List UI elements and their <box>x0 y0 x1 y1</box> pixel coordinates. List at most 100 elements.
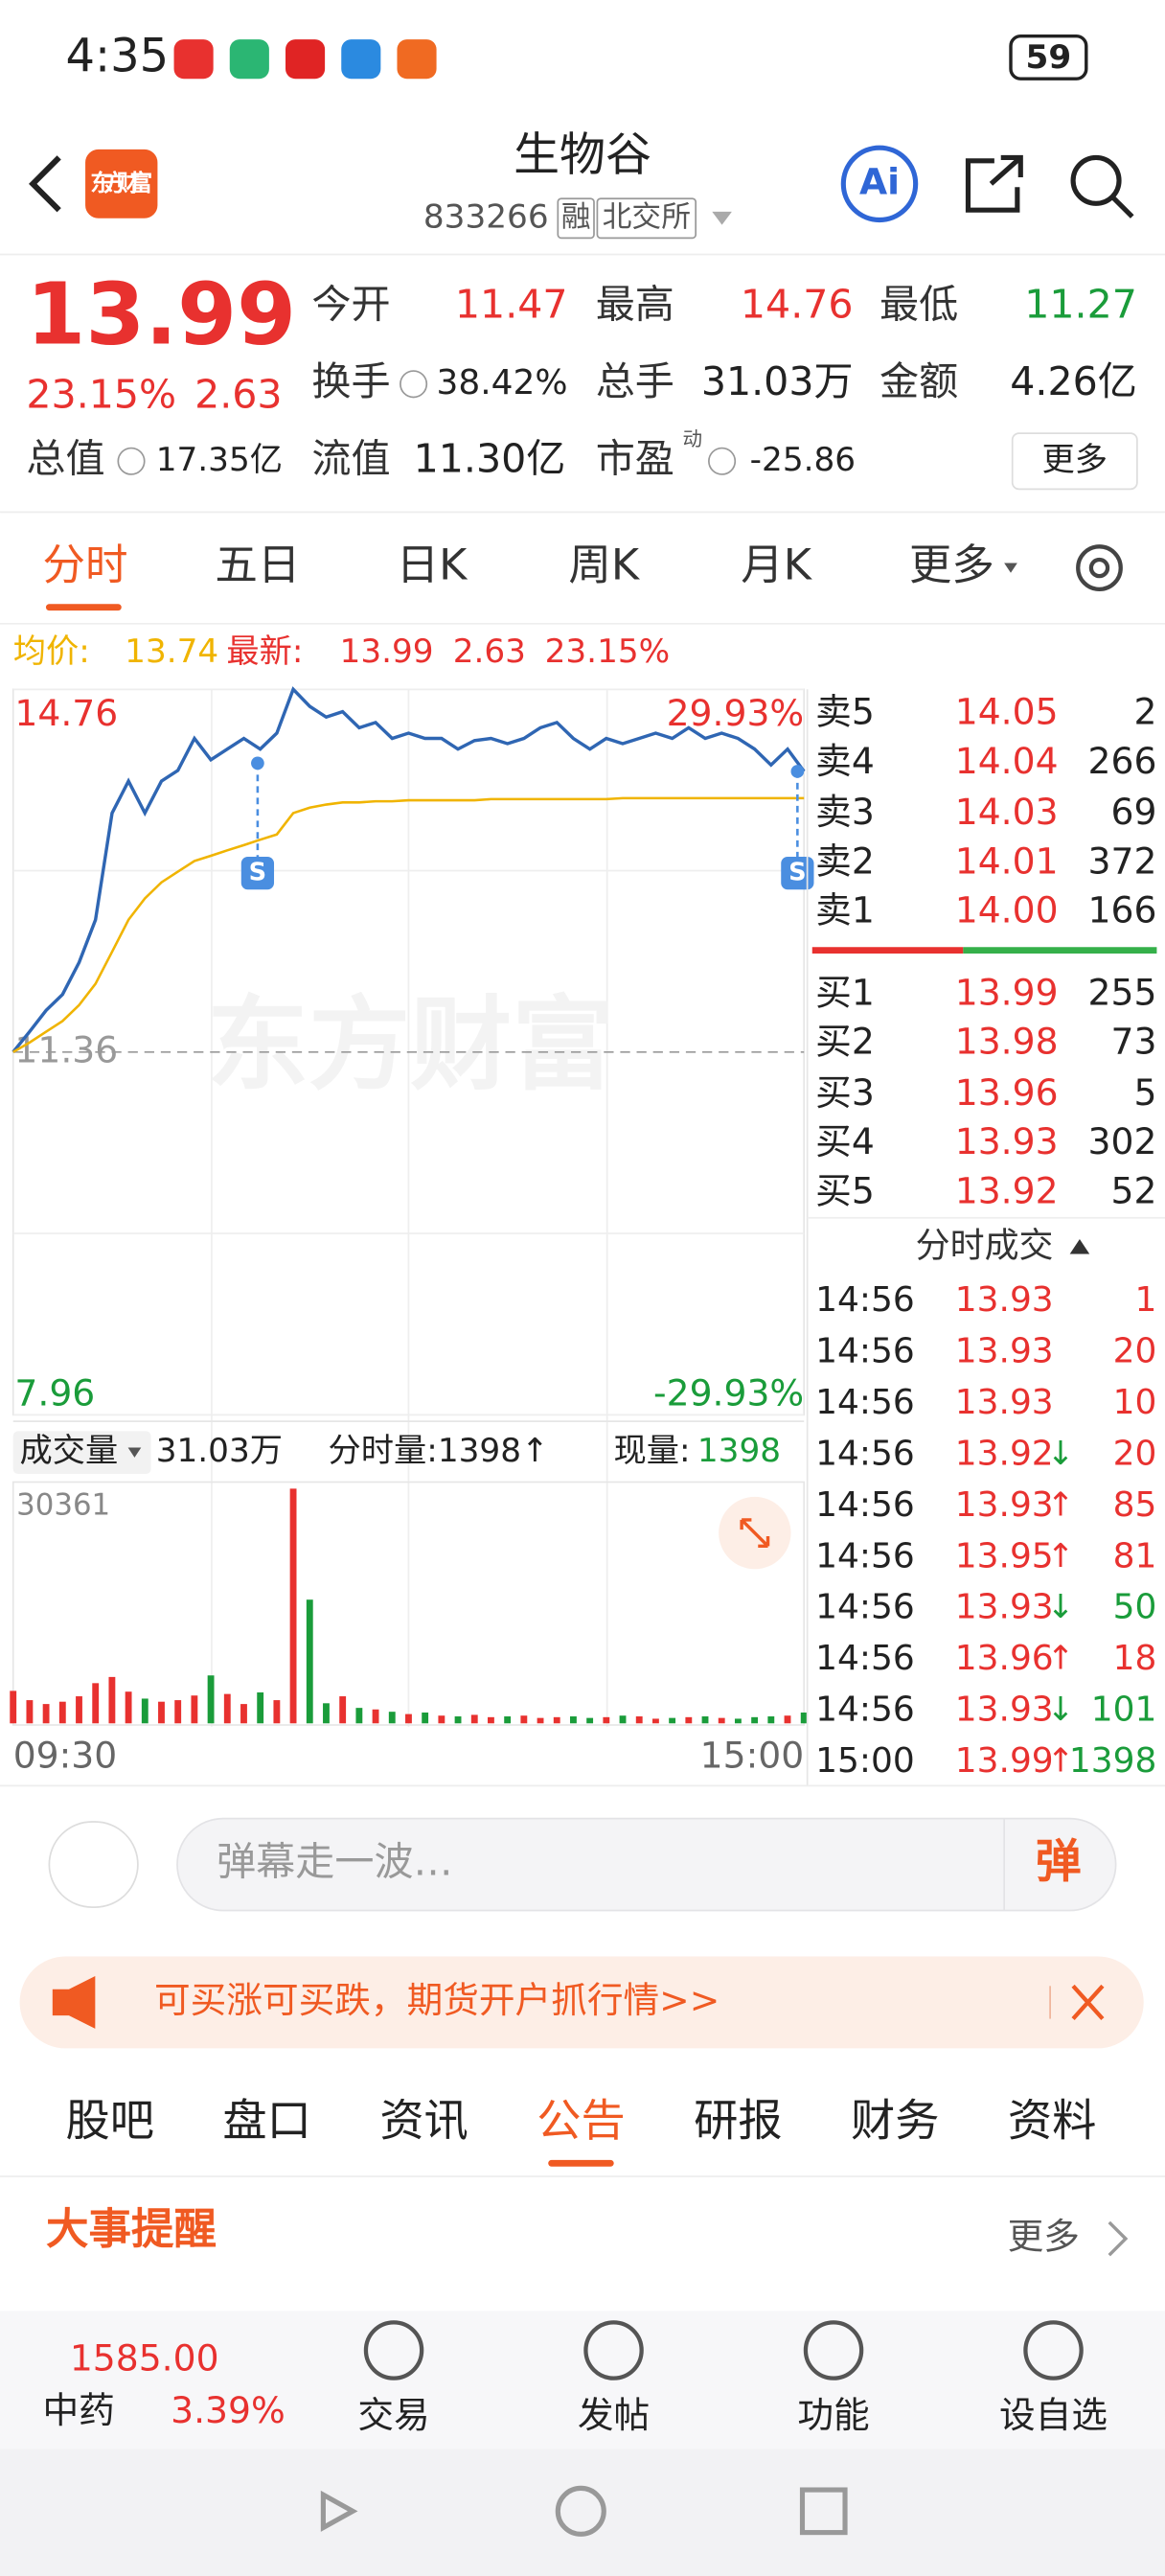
volume-bar <box>174 1700 182 1724</box>
average-line <box>12 796 805 1053</box>
trades-title: 分时成交 <box>916 1227 1054 1266</box>
x-tick-label: 15:00 <box>700 1735 805 1777</box>
more-button[interactable] <box>1011 432 1138 491</box>
nav-back[interactable] <box>320 2490 358 2532</box>
field-label: 金额 <box>879 358 958 404</box>
app-icon <box>341 39 381 80</box>
chart-tab[interactable]: 日K <box>397 541 469 590</box>
signal-badge <box>781 857 814 890</box>
current-volume: 1398 <box>697 1432 781 1470</box>
summary-avg-label: 均价: <box>13 632 90 671</box>
volume-bar <box>553 1716 560 1724</box>
chart-tab[interactable]: 月K <box>741 541 813 590</box>
trade-price: 13.93 <box>955 1485 1054 1525</box>
volume-bar <box>520 1715 528 1724</box>
search-button[interactable] <box>1070 154 1122 206</box>
trades-arrow <box>1069 1239 1090 1254</box>
app-icon <box>229 39 269 80</box>
trade-price: 13.93 <box>955 1383 1054 1422</box>
nav-icon[interactable] <box>803 2320 864 2380</box>
nav-icon[interactable] <box>1023 2320 1084 2380</box>
logo-text: 东方财富 <box>90 170 152 196</box>
volume-bar <box>388 1712 396 1724</box>
chart-tab[interactable]: 更多 <box>909 541 994 590</box>
nav-label[interactable]: 发帖 <box>578 2394 650 2436</box>
notice-more[interactable]: 更多 <box>1008 2216 1080 2258</box>
banner-text: 可买涨可买跌，期货开户抓行情>> <box>154 1979 720 2021</box>
danmaku-button[interactable]: 弹 <box>1036 1835 1082 1889</box>
nav-home[interactable] <box>555 2485 606 2537</box>
info-tab[interactable]: 股吧 <box>66 2095 154 2147</box>
book-label: 买4 <box>815 1120 875 1162</box>
volume-bar <box>619 1715 627 1724</box>
info-tab[interactable]: 资讯 <box>379 2095 468 2147</box>
banner[interactable] <box>19 1956 1144 2049</box>
volume-bar <box>207 1675 215 1724</box>
volume-bar <box>718 1717 725 1724</box>
nav-icon[interactable] <box>583 2320 644 2380</box>
system-nav-bg <box>0 2449 1165 2576</box>
share-button[interactable] <box>965 154 1023 213</box>
book-price: 13.98 <box>955 1021 1059 1063</box>
volume-bar <box>488 1716 494 1724</box>
nav-recent[interactable] <box>799 2487 848 2536</box>
logo[interactable] <box>85 149 158 218</box>
info-tab[interactable]: 财务 <box>851 2095 939 2147</box>
volume-max: 30361 <box>16 1488 110 1523</box>
danmaku-icon[interactable] <box>48 1821 139 1908</box>
app-icon <box>397 39 437 80</box>
trade-volume: 18 <box>1113 1639 1157 1678</box>
y-tick-label: 11.36 <box>14 1028 118 1070</box>
volume-bar <box>108 1676 116 1724</box>
book-volume: 73 <box>1111 1021 1157 1063</box>
back-button[interactable] <box>29 155 61 213</box>
battery-level: 59 <box>1026 38 1072 77</box>
info-tab[interactable]: 盘口 <box>222 2095 310 2147</box>
nav-icon[interactable] <box>363 2320 424 2380</box>
watermark: 东方财富 <box>207 986 614 1105</box>
volume-bar <box>92 1683 100 1724</box>
nav-label[interactable]: 交易 <box>357 2394 429 2436</box>
trade-volume: 1 <box>1135 1280 1157 1320</box>
info-tab[interactable]: 公告 <box>537 2095 625 2147</box>
price: 13.99 <box>26 264 296 364</box>
volume-bar <box>751 1716 759 1724</box>
nav-label[interactable]: 设自选 <box>999 2394 1108 2436</box>
search-handle <box>1110 195 1134 218</box>
comment-input[interactable] <box>176 1817 1117 1912</box>
trade-volume: 85 <box>1113 1485 1157 1525</box>
book-label: 卖2 <box>815 840 875 882</box>
volume-label[interactable]: 成交量 <box>20 1432 119 1470</box>
trade-time: 14:56 <box>815 1434 915 1473</box>
info-tab[interactable]: 研报 <box>694 2095 782 2147</box>
info-icon <box>117 447 146 475</box>
chart-tab[interactable]: 分时 <box>43 541 128 590</box>
volume-bar <box>669 1717 676 1724</box>
trade-price: 13.93 <box>955 1280 1054 1320</box>
chart-tab[interactable]: 周K <box>568 541 641 590</box>
settings-button[interactable] <box>1076 544 1123 591</box>
summary-avg: 13.74 <box>125 632 218 671</box>
nav-label[interactable]: 功能 <box>797 2394 869 2436</box>
volume-bar <box>570 1716 577 1724</box>
tag-text: 融 <box>561 199 591 234</box>
book-volume: 166 <box>1088 889 1157 932</box>
banner-close[interactable] <box>1071 1984 1105 2020</box>
volume-bar <box>323 1703 330 1724</box>
summary-change-pct: 23.15% <box>545 632 671 671</box>
ai-button[interactable] <box>840 145 919 223</box>
signal-badge <box>240 857 275 890</box>
field-label: 今开 <box>311 281 390 327</box>
field-value: 14.76 <box>741 281 854 327</box>
book-price: 14.05 <box>955 691 1059 733</box>
y-tick-label: 14.76 <box>14 692 118 734</box>
expand-icon <box>740 1518 770 1549</box>
info-tab[interactable]: 资料 <box>1008 2095 1096 2147</box>
chart-tab[interactable]: 五日 <box>215 541 300 590</box>
trade-arrow: ↓ <box>1047 1690 1075 1729</box>
more-text: 更多 <box>1042 441 1108 479</box>
volume-bar <box>58 1701 66 1724</box>
field-label: 总手 <box>596 358 674 404</box>
trade-time: 14:56 <box>815 1690 915 1730</box>
